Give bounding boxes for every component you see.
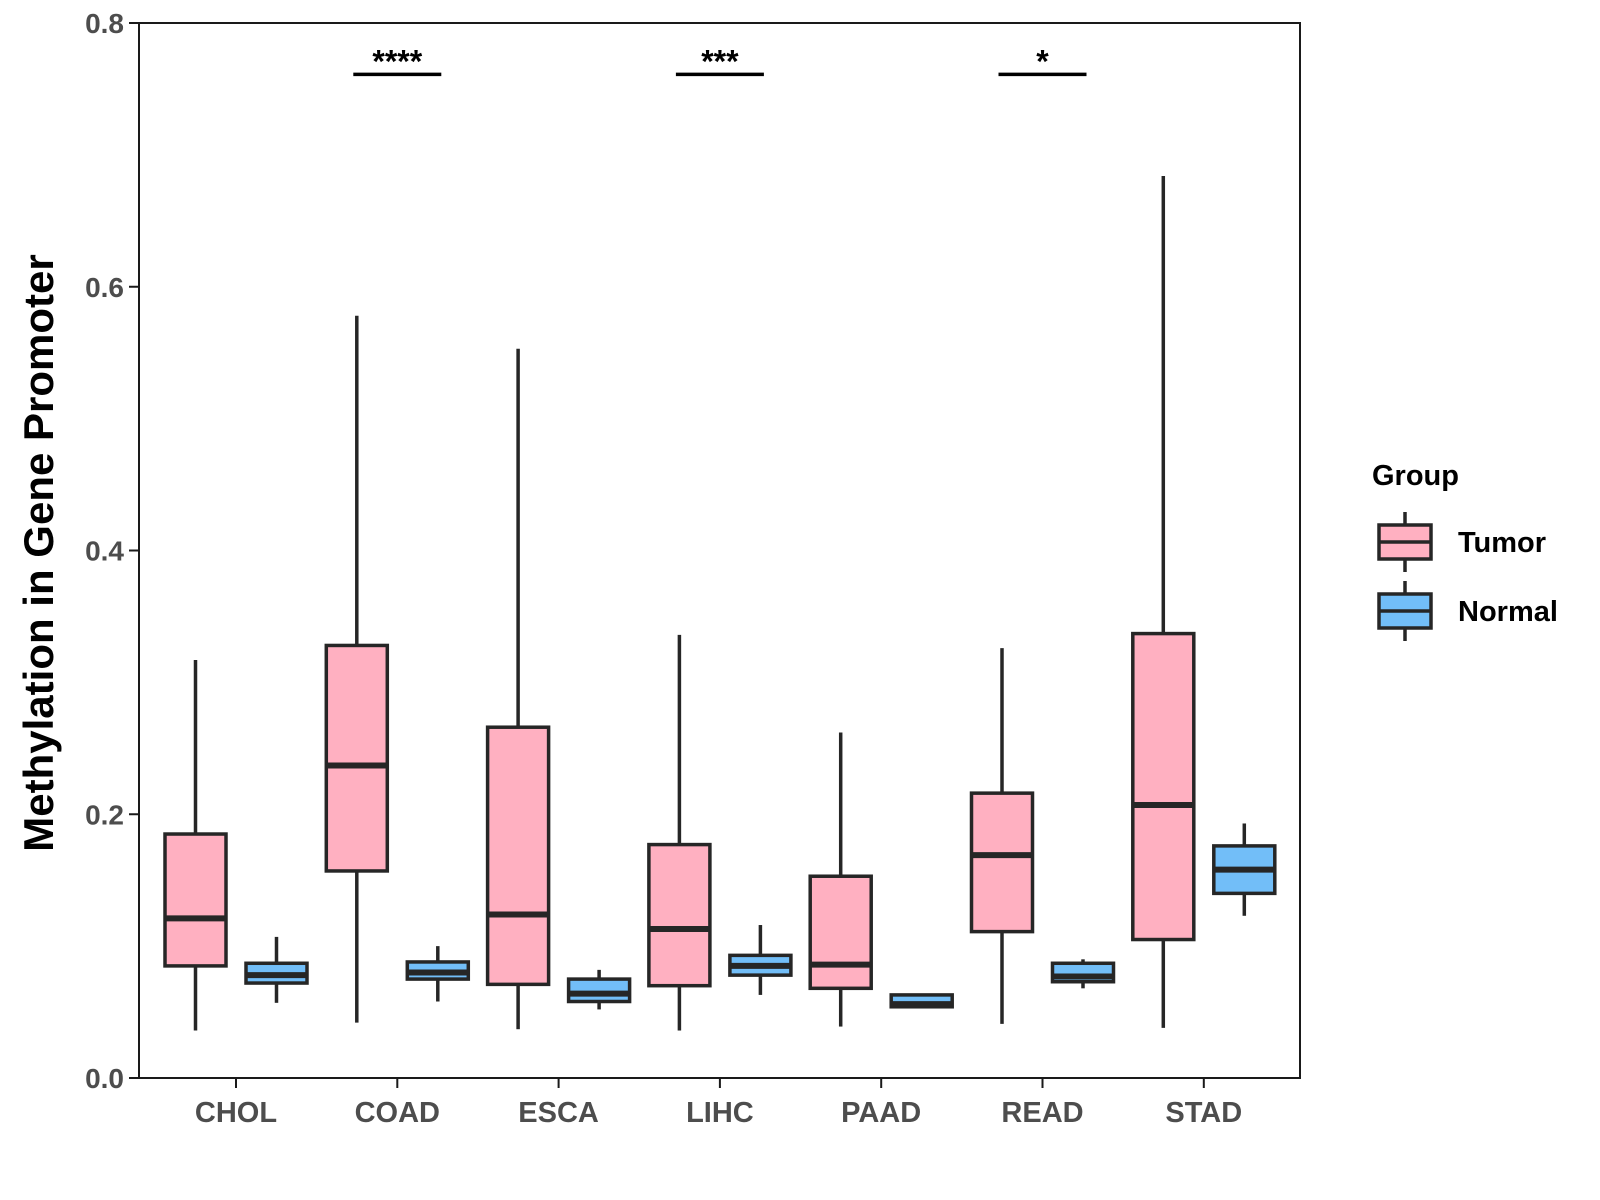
box-iqr	[324, 643, 390, 873]
normal-box-esca	[566, 969, 632, 1010]
legend-title: Group	[1372, 460, 1459, 492]
box-iqr	[808, 874, 873, 991]
x-tick-label: PAAD	[841, 1097, 921, 1129]
significance-label: ****	[372, 43, 422, 79]
box-iqr	[647, 842, 712, 988]
box-iqr	[485, 725, 551, 987]
significance-label: ***	[701, 43, 739, 79]
y-tick-label: 0.0	[85, 1063, 124, 1094]
y-tick-label: 0.6	[85, 272, 124, 303]
normal-box-chol	[244, 936, 309, 1003]
tumor-box-stad	[1131, 175, 1196, 1028]
normal-box-coad	[405, 946, 471, 1002]
tumor-box-esca	[485, 348, 551, 1030]
x-tick-label: COAD	[355, 1097, 440, 1129]
x-tick-label: ESCA	[518, 1097, 599, 1129]
legend: Group Tumor Normal	[1372, 460, 1558, 641]
box-iqr	[566, 977, 632, 1004]
y-tick-label: 0.4	[85, 536, 124, 567]
box-iqr	[163, 832, 228, 968]
legend-entry-normal: Normal	[1377, 581, 1558, 641]
x-tick-label: CHOL	[195, 1097, 277, 1129]
legend-entry-tumor: Tumor	[1377, 512, 1546, 572]
x-tick-label: READ	[1001, 1097, 1083, 1129]
legend-label: Tumor	[1458, 527, 1546, 559]
normal-box-stad	[1212, 823, 1277, 916]
tumor-box-paad	[808, 732, 873, 1027]
box-iqr	[1131, 631, 1196, 942]
tumor-box-lihc	[647, 634, 712, 1031]
normal-box-paad	[889, 993, 954, 1009]
y-axis-title: Methylation in Gene Promoter	[15, 254, 62, 851]
tumor-box-chol	[163, 659, 228, 1031]
plot-area: **** *** *	[163, 43, 1277, 1031]
legend-label: Normal	[1458, 596, 1558, 628]
tumor-box-coad	[324, 315, 390, 1023]
axes: 0.0 0.2 0.4 0.6 0.8 CHOL COAD ESCA LIHC PAAD READ S…	[85, 8, 1301, 1129]
significance-label: *	[1036, 43, 1049, 79]
x-tick-label: LIHC	[686, 1097, 754, 1129]
box-iqr	[969, 791, 1035, 934]
normal-box-lihc	[728, 925, 793, 995]
tumor-box-read	[969, 648, 1035, 1024]
y-tick-label: 0.2	[85, 799, 124, 830]
y-tick-label: 0.8	[85, 8, 124, 39]
normal-box-read	[1050, 959, 1116, 989]
x-tick-label: STAD	[1165, 1097, 1242, 1129]
